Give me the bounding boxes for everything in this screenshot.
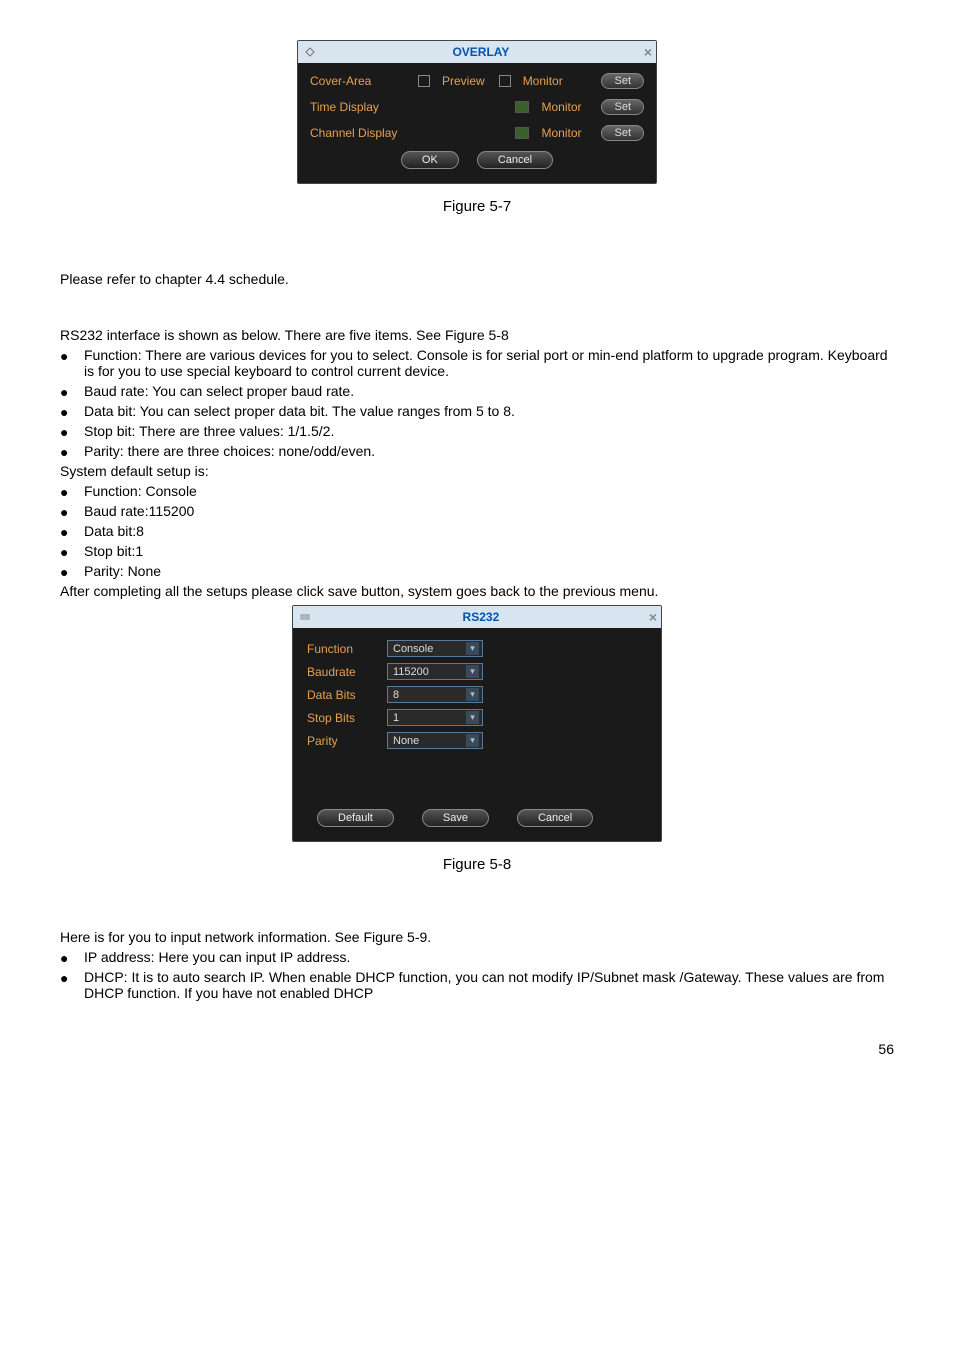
rs232-title: RS232 xyxy=(313,610,649,624)
list-item: Stop bit:1 xyxy=(60,543,894,559)
overlay-title: OVERLAY xyxy=(318,45,644,59)
function-label: Function xyxy=(307,642,387,656)
list-item: Baud rate:115200 xyxy=(60,503,894,519)
monitor-checkbox[interactable] xyxy=(499,75,511,87)
stopbits-value: 1 xyxy=(393,712,399,724)
function-value: Console xyxy=(393,643,433,655)
rs232-body: Function Console ▾ Baudrate 115200 ▾ Dat… xyxy=(293,628,661,841)
preview-checkbox[interactable] xyxy=(418,75,430,87)
figure-5-7-caption: Figure 5-7 xyxy=(60,198,894,215)
overlay-footer: OK Cancel xyxy=(310,151,644,169)
monitor-label-3: Monitor xyxy=(541,126,581,140)
rs232-dialog: RS232 × Function Console ▾ Baudrate 1152… xyxy=(292,605,662,842)
chevron-down-icon: ▾ xyxy=(466,665,479,678)
baudrate-value: 115200 xyxy=(393,666,429,678)
baudrate-row: Baudrate 115200 ▾ xyxy=(307,663,647,680)
cancel-button-rs232[interactable]: Cancel xyxy=(517,809,593,827)
default-button[interactable]: Default xyxy=(317,809,394,827)
time-display-row: Time Display Monitor Set xyxy=(310,99,644,115)
list-item: Baud rate: You can select proper baud ra… xyxy=(60,383,894,399)
rs232-footer: Default Save Cancel xyxy=(307,809,647,827)
list-item: Data bit:8 xyxy=(60,523,894,539)
close-icon[interactable]: × xyxy=(644,44,652,60)
channel-display-row: Channel Display Monitor Set xyxy=(310,125,644,141)
list-item: DHCP: It is to auto search IP. When enab… xyxy=(60,969,894,1001)
time-monitor-chip xyxy=(515,101,529,113)
databits-select[interactable]: 8 ▾ xyxy=(387,686,483,703)
set-button-time[interactable]: Set xyxy=(601,99,644,115)
time-display-label: Time Display xyxy=(310,100,410,114)
ok-button[interactable]: OK xyxy=(401,151,459,169)
parity-row: Parity None ▾ xyxy=(307,732,647,749)
list-item: Parity: there are three choices: none/od… xyxy=(60,443,894,459)
network-intro: Here is for you to input network informa… xyxy=(60,929,894,945)
cover-area-row: Cover-Area Preview Monitor Set xyxy=(310,73,644,89)
stopbits-label: Stop Bits xyxy=(307,711,387,725)
list-item: Parity: None xyxy=(60,563,894,579)
databits-row: Data Bits 8 ▾ xyxy=(307,686,647,703)
overlay-titlebar: OVERLAY × xyxy=(298,41,656,63)
chevron-down-icon: ▾ xyxy=(466,642,479,655)
function-row: Function Console ▾ xyxy=(307,640,647,657)
databits-value: 8 xyxy=(393,689,399,701)
cancel-button-overlay[interactable]: Cancel xyxy=(477,151,553,169)
parity-label: Parity xyxy=(307,734,387,748)
databits-label: Data Bits xyxy=(307,688,387,702)
monitor-label-1: Monitor xyxy=(523,74,563,88)
set-button-channel[interactable]: Set xyxy=(601,125,644,141)
page-number: 56 xyxy=(60,1041,894,1057)
save-button[interactable]: Save xyxy=(422,809,489,827)
list-item: Function: Console xyxy=(60,483,894,499)
default-setup-label: System default setup is: xyxy=(60,463,894,479)
after-setup-paragraph: After completing all the setups please c… xyxy=(60,583,894,599)
rs232-intro: RS232 interface is shown as below. There… xyxy=(60,327,894,343)
channel-display-label: Channel Display xyxy=(310,126,410,140)
rs232-icon xyxy=(297,609,313,625)
rs232-feature-list: Function: There are various devices for … xyxy=(60,347,894,459)
stopbits-select[interactable]: 1 ▾ xyxy=(387,709,483,726)
overlay-body: Cover-Area Preview Monitor Set Time Disp… xyxy=(298,63,656,183)
baudrate-label: Baudrate xyxy=(307,665,387,679)
overlay-dialog: OVERLAY × Cover-Area Preview Monitor Set… xyxy=(297,40,657,184)
list-item: IP address: Here you can input IP addres… xyxy=(60,949,894,965)
parity-value: None xyxy=(393,735,419,747)
rs232-titlebar: RS232 × xyxy=(293,606,661,628)
chevron-down-icon: ▾ xyxy=(466,734,479,747)
list-item: Function: There are various devices for … xyxy=(60,347,894,379)
preview-label: Preview xyxy=(442,74,485,88)
parity-select[interactable]: None ▾ xyxy=(387,732,483,749)
stopbits-row: Stop Bits 1 ▾ xyxy=(307,709,647,726)
set-button-cover[interactable]: Set xyxy=(601,73,644,89)
schedule-paragraph: Please refer to chapter 4.4 schedule. xyxy=(60,271,894,287)
baudrate-select[interactable]: 115200 ▾ xyxy=(387,663,483,680)
chevron-down-icon: ▾ xyxy=(466,711,479,724)
default-setup-list: Function: Console Baud rate:115200 Data … xyxy=(60,483,894,579)
monitor-label-2: Monitor xyxy=(541,100,581,114)
network-feature-list: IP address: Here you can input IP addres… xyxy=(60,949,894,1001)
chevron-down-icon: ▾ xyxy=(466,688,479,701)
list-item: Data bit: You can select proper data bit… xyxy=(60,403,894,419)
figure-5-8-caption: Figure 5-8 xyxy=(60,856,894,873)
app-icon xyxy=(302,44,318,60)
function-select[interactable]: Console ▾ xyxy=(387,640,483,657)
cover-area-label: Cover-Area xyxy=(310,74,410,88)
rs232-close-icon[interactable]: × xyxy=(649,609,657,625)
channel-monitor-chip xyxy=(515,127,529,139)
list-item: Stop bit: There are three values: 1/1.5/… xyxy=(60,423,894,439)
